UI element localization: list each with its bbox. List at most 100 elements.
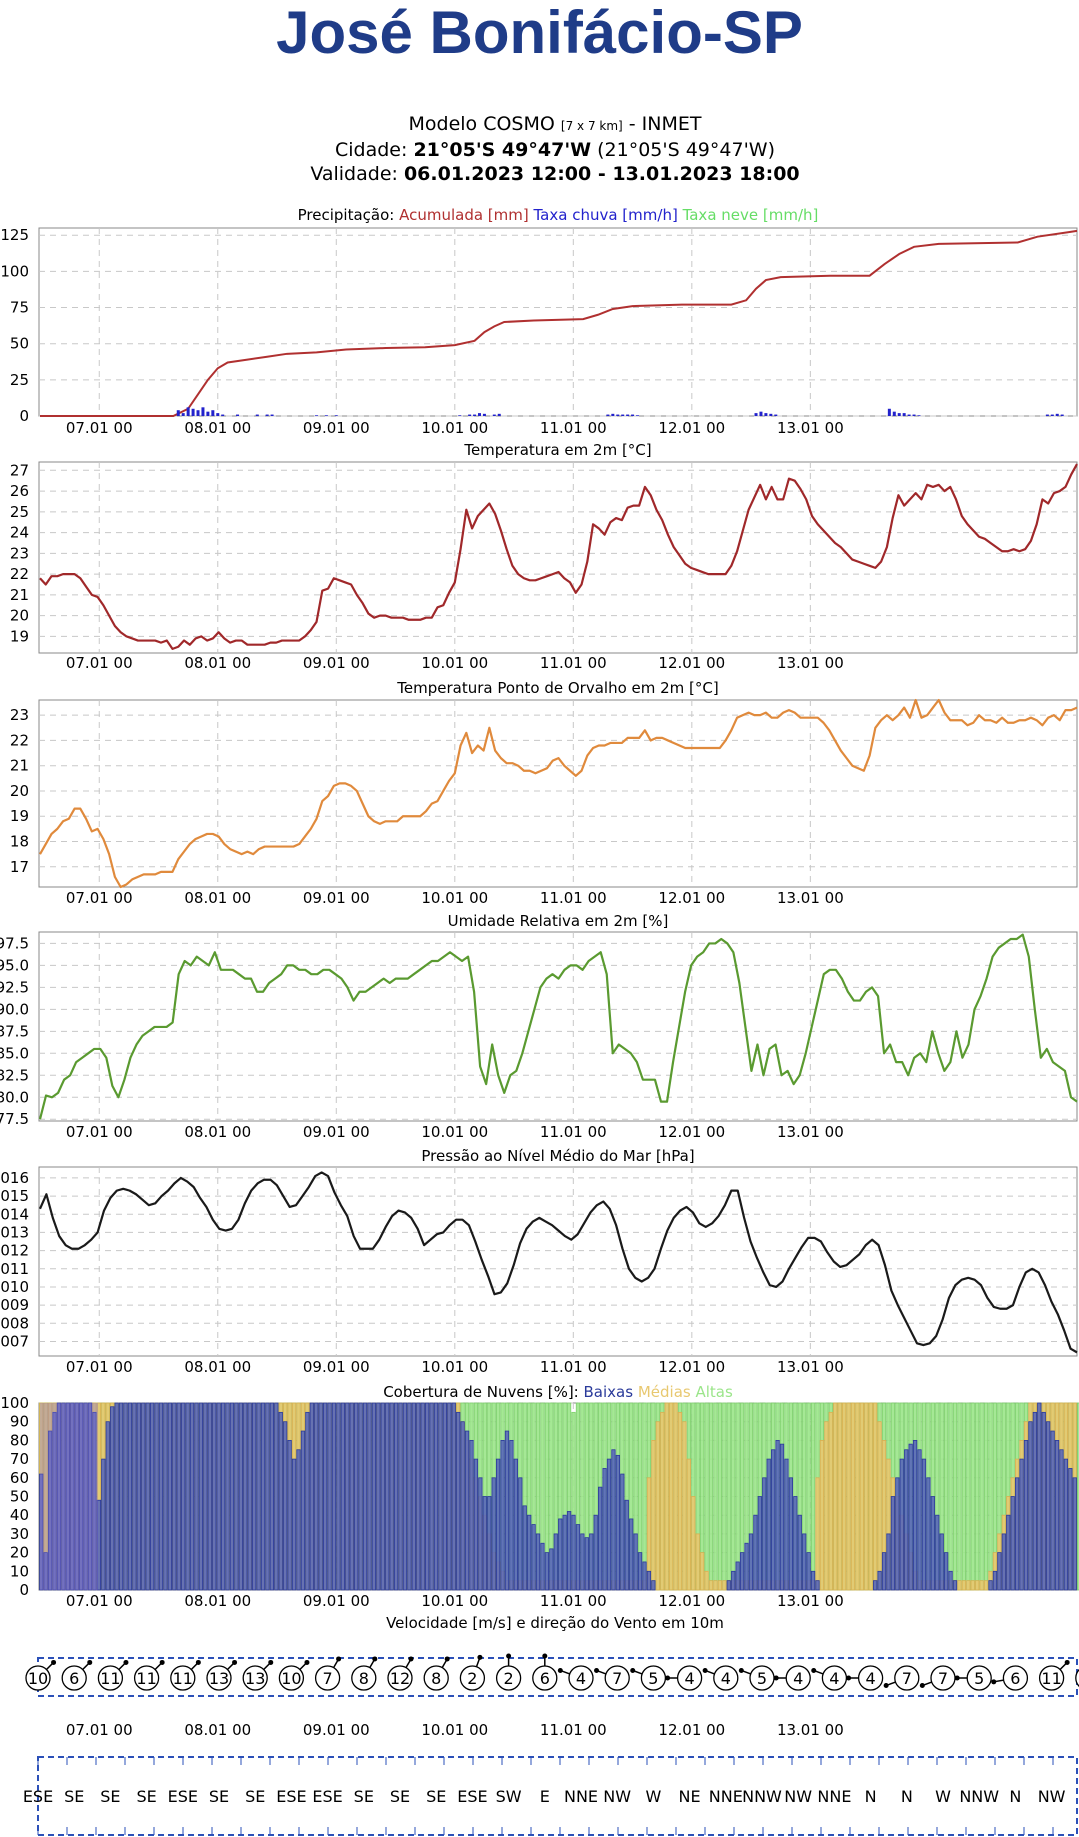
cloud-low-bar — [420, 1402, 425, 1591]
cloud-low-bar — [43, 1552, 48, 1591]
cloud-mid-bar — [846, 1402, 851, 1591]
cloud-low-bar — [1059, 1449, 1064, 1591]
wind-speed-label: 4 — [829, 1669, 839, 1688]
cloud-mid-bar — [668, 1402, 674, 1591]
cloud-mid-bar — [819, 1440, 825, 1591]
cloud-low-bar — [522, 1505, 527, 1591]
cloud-high-bar — [708, 1402, 714, 1591]
wind-direction-label: W — [935, 1787, 951, 1806]
wind-x-tick-label: 07.01 00 — [66, 1721, 133, 1739]
rain-bar — [907, 414, 911, 416]
validity-label: Validade: — [310, 163, 404, 185]
cloud-high-bar — [722, 1402, 727, 1591]
cloud-low-bar — [318, 1402, 323, 1591]
cloud-low-bar — [74, 1402, 79, 1591]
plot-frame — [38, 1166, 1078, 1357]
x-tick-label: 08.01 00 — [184, 1123, 251, 1141]
cloud-low-bar — [194, 1402, 199, 1591]
rain-bar — [186, 407, 190, 416]
y-tick-label: 26 — [10, 482, 29, 500]
cloud-low-bar — [651, 1580, 656, 1591]
cloud-low-bar — [464, 1430, 470, 1591]
rain-bar — [236, 414, 240, 416]
wind-x-tick-label: 12.01 00 — [658, 1721, 725, 1739]
cloud-low-bar — [731, 1570, 736, 1591]
rain-bar — [636, 415, 640, 416]
rain-bar — [473, 414, 477, 416]
cloud-low-bar — [478, 1477, 483, 1591]
cloud-low-bar — [899, 1458, 904, 1591]
wind-arrow-head — [811, 1667, 817, 1673]
cloud-low-bar — [566, 1511, 572, 1591]
x-tick-label: 09.01 00 — [303, 1123, 370, 1141]
wind-speed-label: 2 — [467, 1669, 477, 1688]
cloud-low-bar — [291, 1458, 297, 1591]
cloud-low-bar — [744, 1542, 749, 1591]
cloud-high-bar — [966, 1402, 971, 1591]
x-tick-label: 11.01 00 — [540, 1358, 607, 1376]
cloud-low-bar — [939, 1533, 944, 1591]
wind-speed-label: 2 — [504, 1669, 514, 1688]
panel-dew: 17 18 19 20 21 22 23 07.01 00 08.01 00 09.01 00 10… — [10, 698, 1078, 907]
cloud-low-bar — [926, 1477, 931, 1591]
wind-marker: 4 — [773, 1665, 811, 1691]
x-tick-label: 09.01 00 — [303, 1358, 370, 1376]
wind-speed-label: 13 — [245, 1669, 265, 1688]
cloud-mid-bar — [983, 1580, 989, 1591]
wind-speed-circle — [170, 1665, 196, 1691]
y-tick-label: 20 — [10, 1544, 29, 1562]
rain-bar — [1060, 414, 1064, 416]
cloud-low-bar — [136, 1402, 141, 1591]
model-line: Modelo COSMO [7 x 7 km] - INMET — [0, 112, 1079, 138]
rain-bar — [769, 413, 773, 416]
cloud-mid-bar — [708, 1580, 714, 1591]
y-tick-label: 22 — [10, 731, 29, 749]
wind-arrow-head — [883, 1683, 889, 1689]
cloud-low-bar — [145, 1402, 150, 1591]
rain-bar — [324, 415, 328, 416]
model-header: Modelo COSMO [7 x 7 km] - INMET Cidade: … — [0, 112, 1079, 186]
wind-direction-box — [37, 1756, 1078, 1836]
cloud-low-bar — [518, 1477, 523, 1591]
y-tick-label: 25 — [10, 371, 29, 389]
rain-bar — [497, 413, 501, 416]
cloud-low-bar — [114, 1402, 119, 1591]
x-tick-label: 11.01 00 — [540, 654, 607, 672]
series-line-humidity — [38, 933, 1078, 1120]
y-tick-label: 87.5 — [0, 1022, 29, 1040]
model-resolution: [7 x 7 km] — [560, 119, 623, 133]
wind-speed-circle — [604, 1665, 630, 1691]
wind-direction-label: N — [1009, 1787, 1021, 1806]
model-name: Modelo COSMO — [408, 113, 561, 135]
cloud-low-bar — [997, 1552, 1002, 1591]
y-tick-label: 22 — [10, 565, 29, 583]
wind-direction-label: E — [540, 1787, 550, 1806]
cloud-low-bar — [189, 1402, 195, 1591]
wind-speed-label: 7 — [323, 1669, 333, 1688]
wind-marker: 8 — [351, 1656, 378, 1691]
wind-speed-circle — [894, 1665, 920, 1691]
y-tick-label: 30 — [10, 1525, 29, 1543]
wind-direction-label: SE — [209, 1787, 229, 1806]
rain-bar — [917, 415, 921, 416]
rain-bar — [216, 413, 220, 416]
cloud-low-bar — [504, 1430, 510, 1591]
cloud-low-bar — [873, 1580, 878, 1591]
wind-speed-label: 10 — [1078, 1669, 1079, 1688]
cloud-high-bar — [948, 1402, 953, 1591]
cloud-low-bar — [544, 1552, 550, 1591]
rain-bar — [1050, 414, 1054, 416]
wind-arrow-head — [477, 1654, 483, 1660]
y-tick-label: 80 — [10, 1431, 29, 1449]
rain-bar — [334, 415, 338, 416]
y-tick-label: 1010 — [0, 1278, 29, 1296]
cloud-low-bar — [234, 1402, 239, 1591]
cloud-low-bar — [451, 1402, 456, 1591]
cloud-mid-bar — [722, 1580, 727, 1591]
cloud-low-bar — [944, 1552, 949, 1591]
cloud-low-bar — [252, 1402, 257, 1591]
series-line-accumulated — [40, 229, 1078, 417]
wind-title: Velocidade [m/s] e direção do Vento em 1… — [386, 1614, 724, 1632]
rain-bar — [492, 414, 496, 416]
cloud-low-bar — [637, 1552, 643, 1591]
